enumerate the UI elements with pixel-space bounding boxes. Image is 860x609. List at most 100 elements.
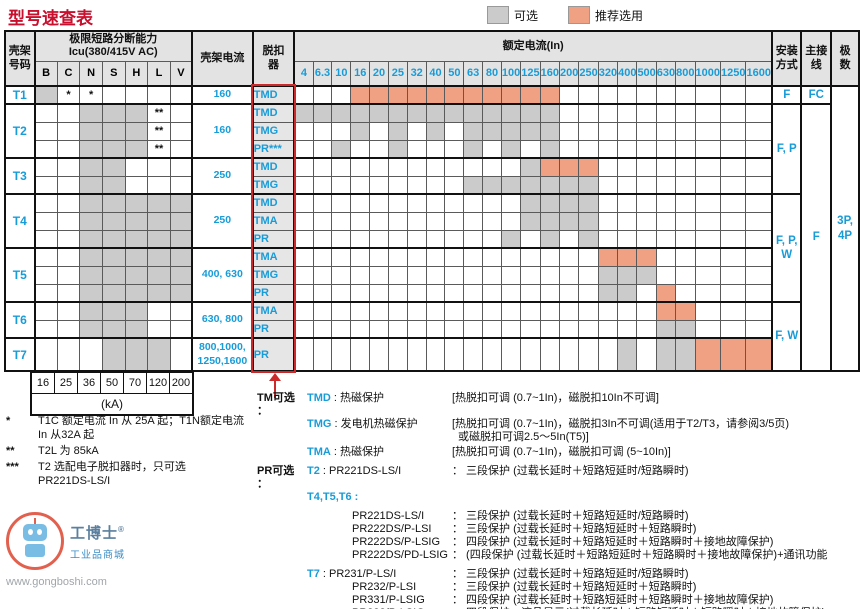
in-cell <box>369 193 389 213</box>
in-cell <box>350 175 371 195</box>
icu-cell <box>79 193 103 213</box>
header-in-value: 630 <box>655 60 677 87</box>
in-cell <box>655 229 677 249</box>
in-cell <box>350 211 371 231</box>
in-cell <box>482 193 502 213</box>
header-in-value: 500 <box>636 60 657 87</box>
annotation-description: ： (四段保护 (过载长延时＋短路短延时＋短路瞬时＋接地故障保护)+通讯功能 <box>452 549 828 561</box>
in-cell <box>636 319 657 339</box>
mounting-cell: F, P, W <box>770 193 802 303</box>
in-cell <box>406 229 427 249</box>
in-cell <box>482 229 502 249</box>
in-cell <box>444 103 465 123</box>
header-in-value: 80 <box>482 60 502 87</box>
annotation-label: TM可选 ： <box>257 392 295 417</box>
icu-cell <box>147 319 171 339</box>
icu-cell <box>79 175 103 195</box>
icu-cell <box>56 193 81 213</box>
in-cell <box>312 283 333 303</box>
in-cell <box>617 103 638 123</box>
icu-cell: * <box>79 85 103 105</box>
in-cell <box>617 247 638 267</box>
in-cell <box>597 211 619 231</box>
in-cell <box>500 337 522 372</box>
in-cell <box>293 157 314 177</box>
in-cell <box>597 157 619 177</box>
in-cell <box>578 247 599 267</box>
in-cell <box>369 337 389 372</box>
in-cell <box>312 85 333 105</box>
frame-label-T7: T7 <box>4 337 36 372</box>
in-cell <box>463 121 484 141</box>
icu-cell <box>79 211 103 231</box>
in-cell <box>406 319 427 339</box>
header-in-value: 320 <box>597 60 619 87</box>
header-in-value: 25 <box>387 60 408 87</box>
frame-current-T7: 800,1000, 1250,1600 <box>190 337 254 372</box>
icu-cell <box>124 283 149 303</box>
mounting-cell: F, P <box>770 103 802 195</box>
icu-cell <box>124 193 149 213</box>
icu-cell <box>124 229 149 249</box>
in-cell <box>719 85 747 105</box>
in-cell <box>482 157 502 177</box>
ka-unit: (kA) <box>30 393 194 416</box>
header-in-value: 200 <box>558 60 580 87</box>
in-cell <box>387 193 408 213</box>
in-cell <box>578 319 599 339</box>
in-cell <box>694 265 722 285</box>
in-cell <box>558 265 580 285</box>
in-cell <box>636 337 657 372</box>
in-cell <box>425 139 446 159</box>
in-cell <box>406 247 427 267</box>
in-cell <box>482 103 502 123</box>
in-cell <box>425 229 446 249</box>
footnote-text: T1C 额定电流 In 从 25A 起；T1N额定电流 In 从32A 起 <box>38 415 244 441</box>
in-cell <box>312 211 333 231</box>
icu-cell <box>169 121 193 141</box>
in-cell <box>463 229 484 249</box>
in-cell <box>425 319 446 339</box>
icu-cell <box>147 229 171 249</box>
icu-cell <box>33 301 58 321</box>
in-cell <box>745 121 773 141</box>
in-cell <box>636 157 657 177</box>
icu-cell <box>79 247 103 267</box>
in-cell <box>312 193 333 213</box>
header-in-value: 1600 <box>745 60 773 87</box>
in-cell <box>350 85 371 105</box>
in-cell <box>425 247 446 267</box>
header-in-value: 40 <box>425 60 446 87</box>
in-cell <box>482 247 502 267</box>
in-cell <box>369 283 389 303</box>
in-cell <box>350 283 371 303</box>
in-cell <box>369 229 389 249</box>
model-lookup-table: 壳架 号码 极限短路分断能力 Icu(380/415V AC) 壳架电流 脱扣 器额定… <box>4 30 860 372</box>
in-cell <box>350 301 371 321</box>
in-cell <box>694 283 722 303</box>
in-cell <box>444 265 465 285</box>
trip-unit-cell: TMD <box>251 85 295 105</box>
in-cell <box>655 265 677 285</box>
in-cell <box>694 319 722 339</box>
header-in-value: 63 <box>463 60 484 87</box>
in-cell <box>558 247 580 267</box>
in-cell <box>369 121 389 141</box>
annotation-name: PR222DS/PD-LSIG <box>352 549 448 561</box>
annotation-description: 或磁脱扣可调2.5～5In(T5)] <box>458 431 589 443</box>
in-cell <box>312 175 333 195</box>
in-cell <box>719 139 747 159</box>
trip-unit-cell: TMG <box>251 175 295 195</box>
header-icu-version-V: V <box>169 60 193 87</box>
in-cell <box>578 211 599 231</box>
in-cell <box>597 103 619 123</box>
trip-unit-cell: TMG <box>251 265 295 285</box>
annotation-line: PR222DS/P-LSI ： 三段保护 (过载长延时＋短路短延时＋短路瞬时) <box>257 523 857 536</box>
in-cell <box>331 85 352 105</box>
icu-cell <box>101 85 126 105</box>
header-frame-number: 壳架 号码 <box>4 30 36 87</box>
in-cell <box>675 103 696 123</box>
trip-unit-cell: PR <box>251 337 295 372</box>
in-cell <box>745 301 773 321</box>
